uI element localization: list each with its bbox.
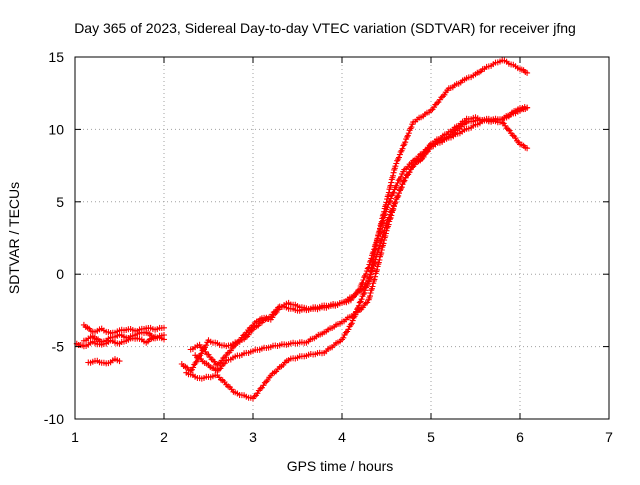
series-satellite-track-8 bbox=[178, 57, 531, 374]
data-point-markers bbox=[80, 329, 167, 345]
series-line bbox=[190, 107, 528, 366]
y-tick-label: 5 bbox=[56, 194, 64, 210]
data-point-markers bbox=[178, 57, 531, 374]
series-satellite-track-4 bbox=[85, 356, 123, 367]
y-axis-label: SDTVAR / TECUs bbox=[6, 182, 22, 294]
series-satellite-track-6 bbox=[192, 114, 531, 374]
data-point-markers bbox=[80, 321, 167, 336]
series-satellite-track-2 bbox=[80, 321, 167, 336]
y-tick-label: 0 bbox=[56, 266, 64, 282]
data-point-markers bbox=[187, 104, 531, 368]
y-tick-label: 15 bbox=[48, 49, 64, 65]
x-axis-label: GPS time / hours bbox=[287, 458, 394, 474]
chart-title: Day 365 of 2023, Sidereal Day-to-day VTE… bbox=[74, 20, 576, 36]
grid-layer bbox=[75, 57, 609, 419]
x-tick-label: 4 bbox=[338, 429, 346, 445]
tick-layer: 1 2 3 4 5 6 7 -10 -5 0 5 10 15 bbox=[44, 49, 613, 445]
series-line bbox=[181, 59, 528, 372]
x-tick-label: 2 bbox=[160, 429, 168, 445]
x-tick-label: 3 bbox=[249, 429, 257, 445]
x-tick-label: 6 bbox=[516, 429, 524, 445]
y-tick-label: 10 bbox=[48, 121, 64, 137]
series-layer bbox=[73, 57, 531, 402]
x-tick-label: 5 bbox=[427, 429, 435, 445]
x-tick-label: 1 bbox=[71, 429, 79, 445]
y-tick-label: -5 bbox=[52, 339, 65, 355]
series-satellite-track-3 bbox=[80, 329, 167, 345]
y-tick-label: -10 bbox=[44, 411, 64, 427]
series-satellite-track-7 bbox=[187, 104, 531, 368]
data-point-markers bbox=[85, 356, 123, 367]
x-tick-label: 7 bbox=[605, 429, 613, 445]
